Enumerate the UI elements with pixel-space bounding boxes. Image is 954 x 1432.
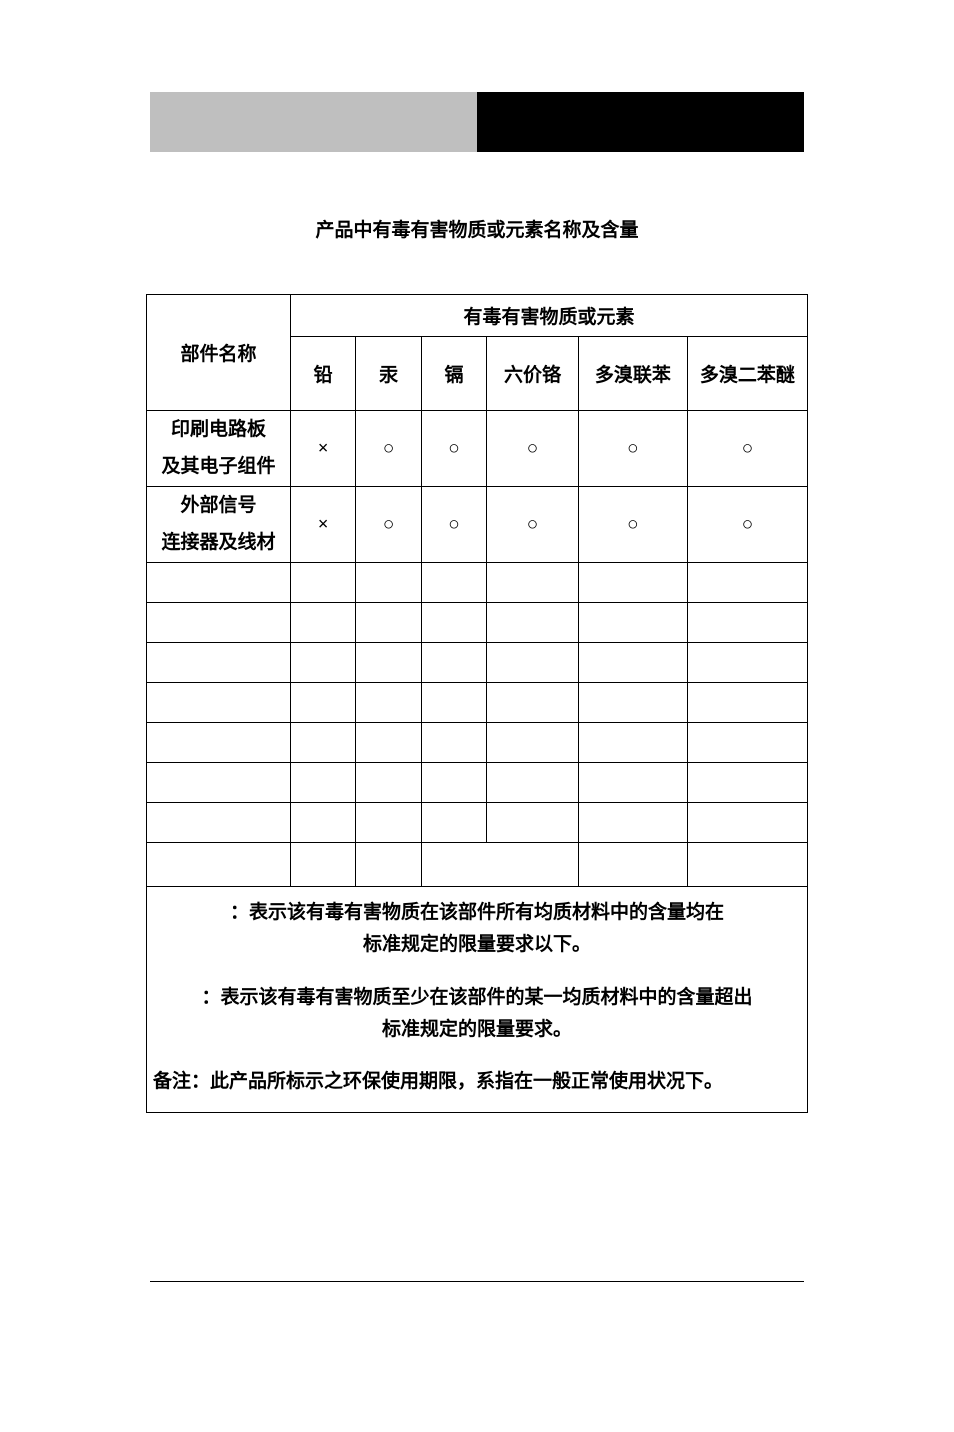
table-row-empty bbox=[147, 723, 808, 763]
sub-header: 铅 bbox=[290, 337, 355, 411]
part-line: 外部信号 bbox=[180, 495, 256, 516]
table-row-empty bbox=[147, 563, 808, 603]
table-row-empty bbox=[147, 803, 808, 843]
cell: ○ bbox=[687, 487, 807, 563]
page-title: 产品中有毒有害物质或元素名称及含量 bbox=[146, 215, 808, 242]
cell: ○ bbox=[421, 487, 486, 563]
header-black-block bbox=[477, 92, 804, 152]
cell: ○ bbox=[487, 487, 579, 563]
note-remark: 备注：此产品所标示之环保使用期限，系指在一般正常使用状况下。 bbox=[147, 1056, 807, 1112]
header-gray-block bbox=[150, 92, 477, 152]
substances-table: 部件名称 有毒有害物质或元素 铅 汞 镉 六价铬 多溴联苯 多溴二苯醚 印刷电路… bbox=[146, 294, 808, 887]
sub-header: 镉 bbox=[421, 337, 486, 411]
table-row: 外部信号 连接器及线材 × ○ ○ ○ ○ ○ bbox=[147, 487, 808, 563]
part-line: 及其电子组件 bbox=[161, 456, 275, 477]
cell: ○ bbox=[687, 411, 807, 487]
cell: × bbox=[290, 411, 355, 487]
col-part-name: 部件名称 bbox=[147, 295, 291, 411]
part-cell: 外部信号 连接器及线材 bbox=[147, 487, 291, 563]
note-line: ：表示该有毒有害物质在该部件所有均质材料中的含量均在 bbox=[230, 902, 724, 923]
table-row-empty bbox=[147, 603, 808, 643]
note-x: ：表示该有毒有害物质至少在该部件的某一均质材料中的含量超出 标准规定的限量要求。 bbox=[147, 972, 807, 1057]
sub-header: 多溴联苯 bbox=[578, 337, 687, 411]
table-row-empty bbox=[147, 643, 808, 683]
cell: ○ bbox=[578, 487, 687, 563]
cell: ○ bbox=[421, 411, 486, 487]
sub-header: 多溴二苯醚 bbox=[687, 337, 807, 411]
table-row-empty bbox=[147, 763, 808, 803]
note-line: ：表示该有毒有害物质至少在该部件的某一均质材料中的含量超出 bbox=[201, 987, 752, 1008]
footer-rule bbox=[150, 1281, 804, 1283]
cell: ○ bbox=[356, 487, 421, 563]
cell: × bbox=[290, 487, 355, 563]
sub-header: 汞 bbox=[356, 337, 421, 411]
note-line: 标准规定的限量要求以下。 bbox=[363, 934, 591, 955]
cell: ○ bbox=[487, 411, 579, 487]
part-cell: 印刷电路板 及其电子组件 bbox=[147, 411, 291, 487]
note-line: 标准规定的限量要求。 bbox=[382, 1019, 572, 1040]
notes-block: ：表示该有毒有害物质在该部件所有均质材料中的含量均在 标准规定的限量要求以下。 … bbox=[146, 887, 808, 1113]
table-row-empty bbox=[147, 683, 808, 723]
document-content: 产品中有毒有害物质或元素名称及含量 部件名称 有毒有害物质或元素 铅 汞 镉 六… bbox=[146, 215, 808, 1113]
sub-header: 六价铬 bbox=[487, 337, 579, 411]
note-o: ：表示该有毒有害物质在该部件所有均质材料中的含量均在 标准规定的限量要求以下。 bbox=[147, 887, 807, 972]
table-row-empty bbox=[147, 843, 808, 887]
group-header: 有毒有害物质或元素 bbox=[290, 295, 807, 337]
part-line: 印刷电路板 bbox=[171, 419, 266, 440]
table-row: 印刷电路板 及其电子组件 × ○ ○ ○ ○ ○ bbox=[147, 411, 808, 487]
part-line: 连接器及线材 bbox=[161, 532, 275, 553]
cell: ○ bbox=[578, 411, 687, 487]
header-band bbox=[150, 92, 804, 152]
cell: ○ bbox=[356, 411, 421, 487]
